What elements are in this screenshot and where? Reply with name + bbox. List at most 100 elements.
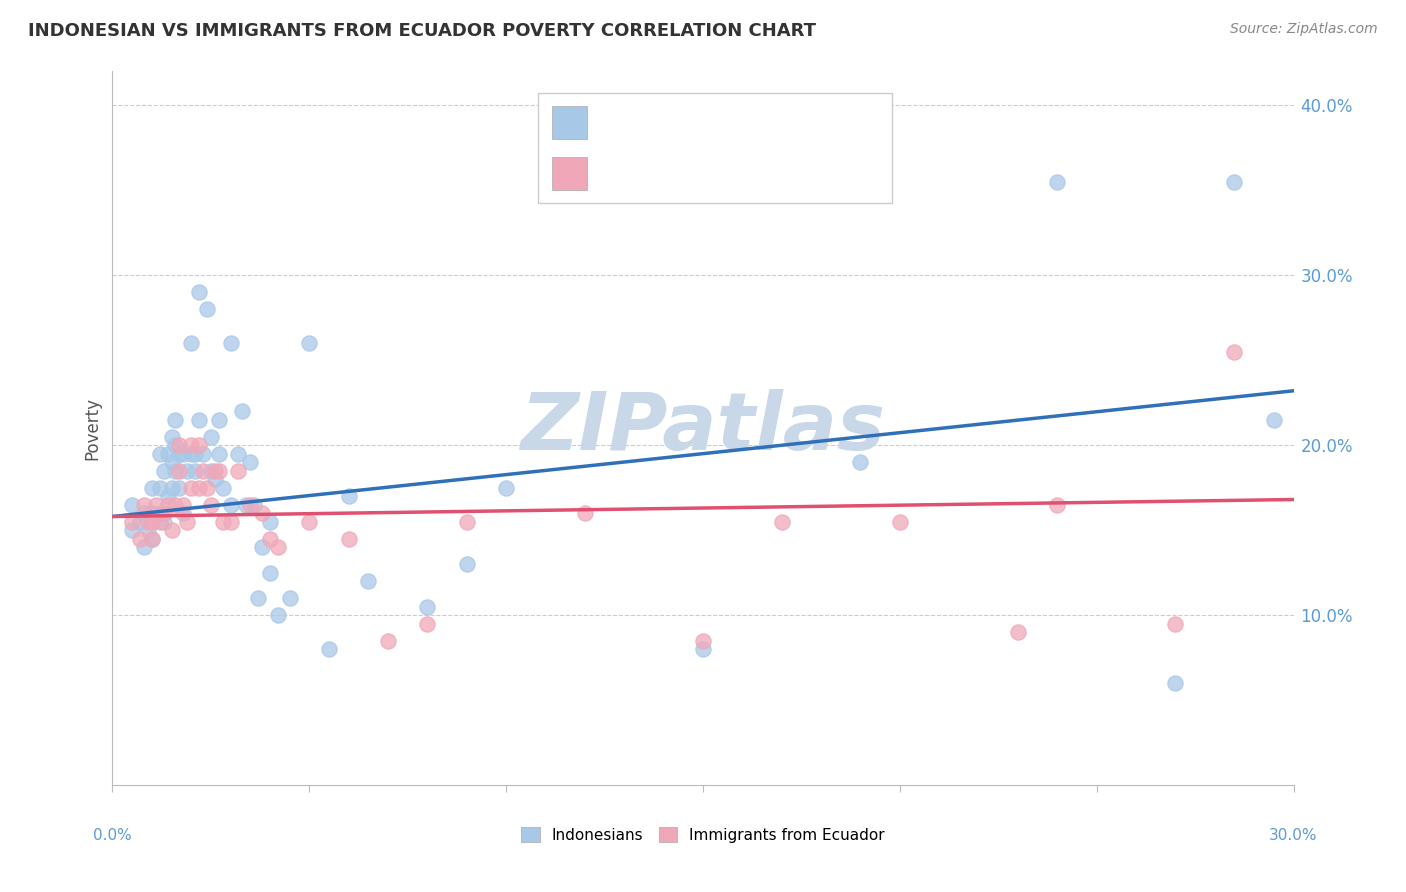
Text: Source: ZipAtlas.com: Source: ZipAtlas.com <box>1230 22 1378 37</box>
Point <box>180 336 202 351</box>
Point <box>156 489 179 503</box>
Point <box>239 498 262 512</box>
Point <box>129 515 152 529</box>
Point <box>416 599 439 614</box>
Point <box>188 412 211 426</box>
Point <box>188 481 211 495</box>
Point <box>211 515 233 529</box>
Point <box>243 498 266 512</box>
Point <box>121 523 143 537</box>
Point <box>172 447 194 461</box>
Point <box>184 464 207 478</box>
Text: R =  0.070   N = 45: R = 0.070 N = 45 <box>614 164 792 182</box>
Point <box>188 285 211 300</box>
Point <box>267 540 290 554</box>
Point <box>169 481 191 495</box>
Point <box>228 464 250 478</box>
Point <box>200 430 222 444</box>
Point <box>211 481 233 495</box>
Y-axis label: Poverty: Poverty <box>83 397 101 459</box>
Point <box>298 515 321 529</box>
Point <box>231 404 253 418</box>
Point <box>132 540 155 554</box>
Point <box>267 608 290 623</box>
Point <box>204 464 226 478</box>
Point <box>141 481 163 495</box>
Point <box>250 540 273 554</box>
Point <box>165 438 187 452</box>
Point <box>298 336 321 351</box>
Point <box>208 464 231 478</box>
Point <box>121 515 143 529</box>
Point <box>180 481 202 495</box>
Point <box>456 557 478 571</box>
Point <box>165 412 187 426</box>
Point <box>149 515 172 529</box>
Point <box>195 302 218 317</box>
Point <box>152 506 174 520</box>
Point <box>337 532 360 546</box>
Point <box>416 616 439 631</box>
Point <box>200 464 222 478</box>
Point <box>235 498 257 512</box>
Point <box>1046 175 1069 189</box>
Point <box>132 498 155 512</box>
Point <box>129 532 152 546</box>
Point <box>259 532 281 546</box>
Point <box>239 455 262 469</box>
Point <box>495 481 517 495</box>
Point <box>156 498 179 512</box>
Point <box>1223 344 1246 359</box>
Point <box>219 336 242 351</box>
Point <box>141 532 163 546</box>
Point <box>849 455 872 469</box>
Point <box>219 515 242 529</box>
Point <box>191 447 214 461</box>
Point <box>156 447 179 461</box>
Point <box>136 523 159 537</box>
Point <box>1046 498 1069 512</box>
Point <box>1164 616 1187 631</box>
Point <box>169 438 191 452</box>
Point <box>141 515 163 529</box>
Text: 0.0%: 0.0% <box>93 828 132 843</box>
Point <box>219 498 242 512</box>
Point <box>136 515 159 529</box>
Point <box>145 498 167 512</box>
Point <box>188 438 211 452</box>
Point <box>172 506 194 520</box>
Point <box>337 489 360 503</box>
Point <box>180 438 202 452</box>
Text: ZIPatlas: ZIPatlas <box>520 389 886 467</box>
Point <box>160 455 183 469</box>
Point <box>141 506 163 520</box>
Point <box>377 633 399 648</box>
Point <box>1263 412 1285 426</box>
Text: 30.0%: 30.0% <box>1270 828 1317 843</box>
Point <box>247 591 270 605</box>
Point <box>141 532 163 546</box>
Point <box>132 506 155 520</box>
Point <box>259 566 281 580</box>
Point <box>160 523 183 537</box>
Legend: Indonesians, Immigrants from Ecuador: Indonesians, Immigrants from Ecuador <box>515 821 891 848</box>
Point <box>165 464 187 478</box>
Point <box>149 506 172 520</box>
Point <box>456 515 478 529</box>
Point <box>318 642 340 657</box>
Point <box>169 464 191 478</box>
Point <box>692 633 714 648</box>
Text: INDONESIAN VS IMMIGRANTS FROM ECUADOR POVERTY CORRELATION CHART: INDONESIAN VS IMMIGRANTS FROM ECUADOR PO… <box>28 22 815 40</box>
Point <box>228 447 250 461</box>
Point <box>208 412 231 426</box>
Point <box>180 447 202 461</box>
Point <box>204 472 226 486</box>
Point <box>184 447 207 461</box>
Point <box>160 481 183 495</box>
Point <box>889 515 911 529</box>
Point <box>176 515 198 529</box>
Point <box>121 498 143 512</box>
Point <box>149 481 172 495</box>
Point <box>160 430 183 444</box>
Point <box>149 447 172 461</box>
